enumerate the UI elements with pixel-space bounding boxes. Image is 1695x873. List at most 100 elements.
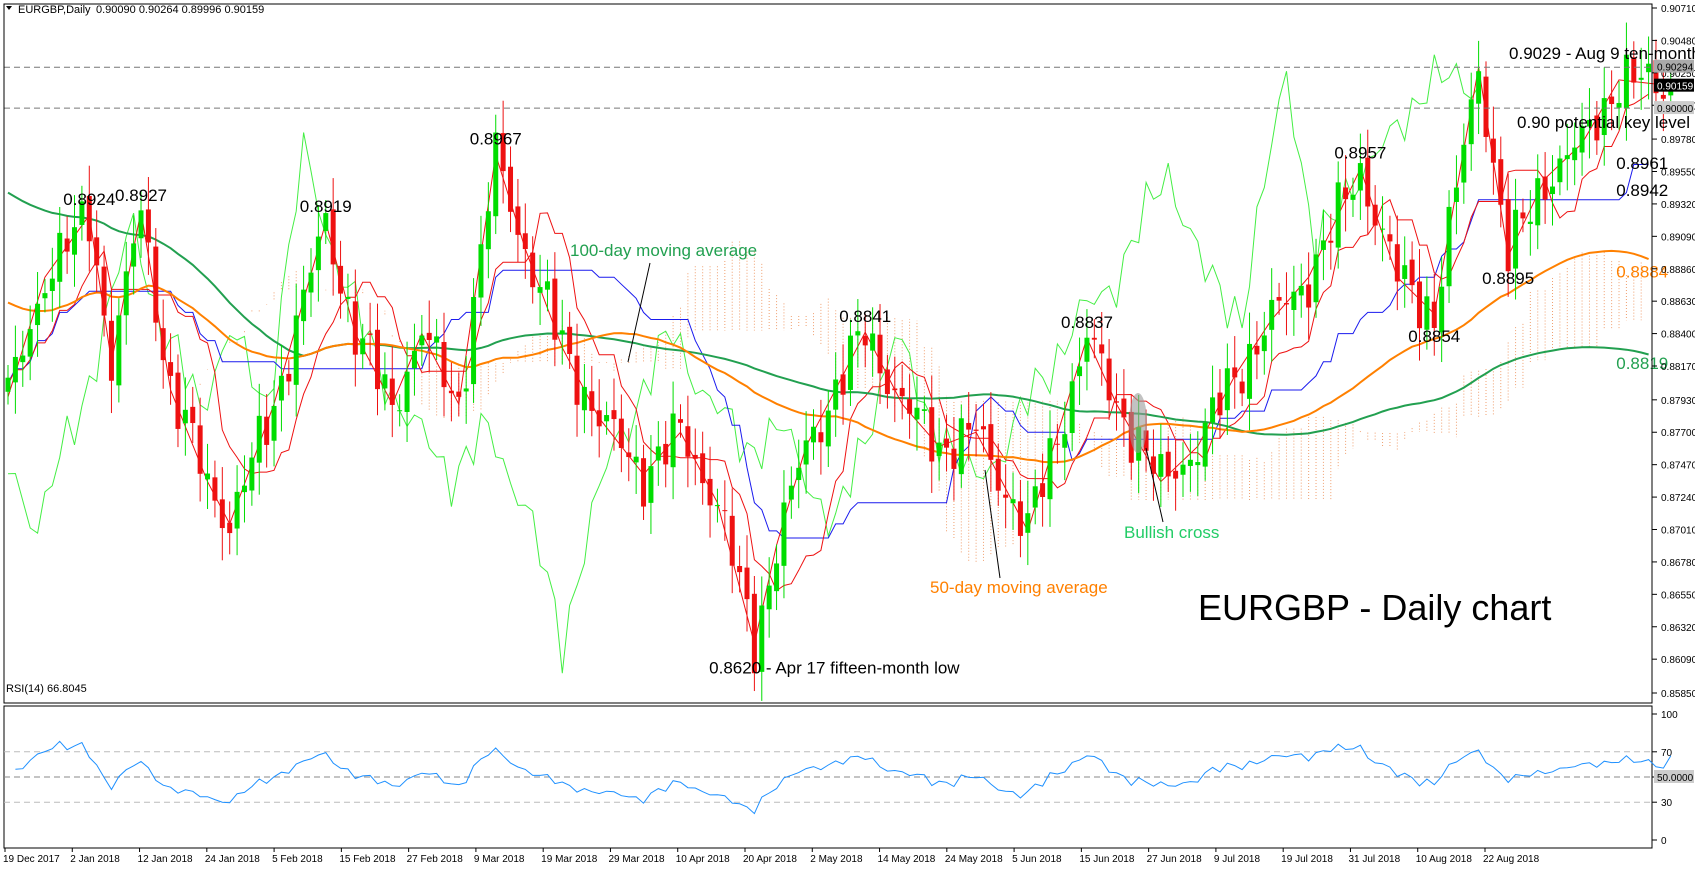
candle-body: [1542, 176, 1548, 200]
candle-body: [508, 166, 514, 212]
candle-body: [855, 331, 861, 336]
candle-body: [1180, 464, 1186, 475]
candle-body: [1490, 138, 1496, 163]
candle-body: [323, 213, 329, 231]
candle-body: [692, 454, 698, 459]
price-tick-label: 0.88400: [1661, 330, 1695, 341]
price-annotation: 0.8884: [1616, 263, 1668, 282]
candle-body: [862, 335, 868, 346]
candle-body: [633, 456, 639, 463]
candle-body: [574, 355, 580, 405]
candle-body: [641, 458, 647, 507]
candle-body: [456, 391, 462, 397]
candle-body: [64, 238, 70, 252]
candle-body: [522, 233, 528, 250]
date-tick-label: 29 Mar 2018: [608, 854, 665, 865]
candle-body: [1010, 499, 1016, 504]
price-annotation: 0.8841: [839, 307, 891, 326]
price-axis: 0.907100.904800.902500.900200.897800.895…: [1652, 4, 1695, 700]
candle-body: [1202, 422, 1208, 467]
candle-body: [493, 132, 499, 217]
candle-body: [448, 390, 454, 394]
candle-body: [42, 293, 48, 299]
candle-body: [1276, 297, 1282, 301]
candle-body: [1416, 281, 1422, 329]
rsi-tick-label: 0: [1661, 836, 1667, 847]
ma100-callout: 100-day moving average: [570, 241, 757, 260]
candle-body: [1653, 60, 1659, 94]
candle-body: [1572, 147, 1578, 161]
candle-body: [847, 335, 853, 390]
candle-body: [944, 438, 950, 448]
candle-body: [1032, 486, 1038, 508]
candle-body: [160, 328, 166, 361]
price-tick-label: 0.90250: [1661, 69, 1695, 80]
candle-body: [973, 429, 979, 431]
candle-body: [1357, 163, 1363, 191]
price-annotation: 0.8895: [1482, 269, 1534, 288]
candle-body: [1623, 54, 1629, 109]
candle-body: [471, 296, 477, 385]
candle-body: [1077, 366, 1083, 377]
chart-big-title: EURGBP - Daily chart: [1198, 587, 1551, 628]
candle-body: [899, 387, 905, 397]
candle-body: [338, 265, 344, 294]
ma50-callout: 50-day moving average: [930, 578, 1108, 597]
candle-body: [182, 409, 188, 424]
price-annotation: 0.90 potential key level: [1517, 113, 1690, 132]
candle-body: [951, 448, 957, 469]
candle-body: [57, 232, 63, 282]
candle-body: [1498, 159, 1504, 205]
candle-body: [589, 391, 595, 411]
candle-body: [227, 522, 233, 534]
date-tick-label: 5 Feb 2018: [272, 854, 323, 865]
candle-body: [840, 374, 846, 395]
candle-body: [700, 453, 706, 484]
candle-body: [175, 372, 181, 429]
header-dropdown-icon: [6, 6, 12, 10]
candle-body: [434, 336, 440, 343]
candle-body: [1468, 99, 1474, 145]
candle-body: [1247, 343, 1253, 399]
price-tick-label: 0.88170: [1661, 362, 1695, 373]
candle-body: [1594, 115, 1600, 141]
price-tick-label: 0.90710: [1661, 4, 1695, 15]
candle-body: [1099, 344, 1105, 354]
rsi-tick-label: 50.0000: [1657, 773, 1694, 784]
candle-body: [249, 457, 255, 491]
candle-body: [1195, 462, 1201, 466]
candle-body: [1380, 228, 1386, 230]
candle-body: [12, 356, 18, 383]
candle-body: [1394, 244, 1400, 282]
candle-body: [1586, 119, 1592, 127]
date-tick-label: 9 Mar 2018: [474, 854, 525, 865]
candle-body: [1232, 367, 1238, 378]
date-tick-label: 9 Jul 2018: [1214, 854, 1261, 865]
candle-body: [1616, 102, 1622, 108]
candle-body: [397, 410, 403, 412]
candle-body: [190, 406, 196, 424]
candle-body: [921, 409, 927, 411]
price-marker-box: [1654, 78, 1694, 92]
candle-body: [168, 362, 174, 376]
candle-body: [988, 424, 994, 460]
candle-body: [86, 195, 92, 242]
zigzag-line: [7, 67, 1671, 644]
candle-body: [426, 332, 432, 341]
candle-body: [929, 407, 935, 462]
candle-body: [1365, 157, 1371, 207]
candle-body: [958, 418, 964, 475]
date-tick-label: 14 May 2018: [878, 854, 936, 865]
price-tick-label: 0.87240: [1661, 493, 1695, 504]
price-annotation: 0.8854: [1408, 327, 1460, 346]
bullish-cross-marker: [1129, 393, 1147, 453]
price-marker-label: 0.90000: [1657, 104, 1694, 115]
candle-body: [530, 252, 536, 288]
price-tick-label: 0.87010: [1661, 526, 1695, 537]
candle-body: [1106, 358, 1112, 401]
candle-body: [1609, 96, 1615, 105]
candle-body: [212, 477, 218, 501]
rsi-tick-label: 70: [1661, 748, 1673, 759]
candle-body: [685, 426, 691, 457]
rsi-line: [15, 740, 1672, 815]
